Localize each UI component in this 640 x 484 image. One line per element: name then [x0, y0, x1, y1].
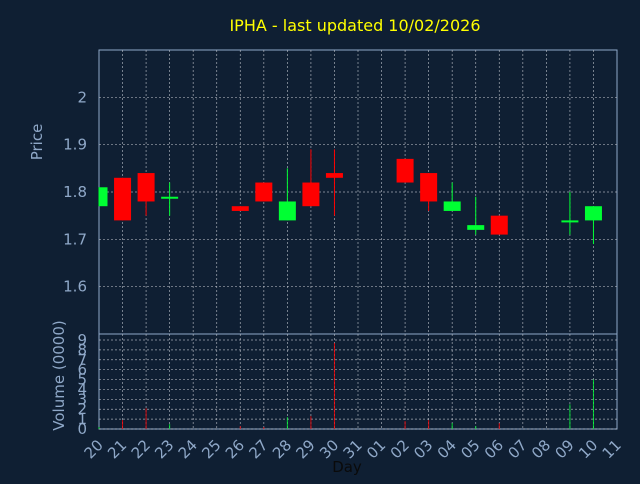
volume-tick-label: 1 [77, 410, 87, 428]
volume-tick-label: 3 [77, 390, 87, 408]
candle-body [255, 182, 273, 202]
candle-body [231, 206, 249, 211]
price-tick-label: 1.7 [63, 230, 87, 248]
candle-body [161, 196, 179, 199]
price-tick-label: 1.8 [63, 183, 87, 201]
x-tick-label: 27 [245, 436, 271, 462]
candle-body [396, 158, 414, 183]
candle-body [278, 201, 296, 221]
x-tick-label: 21 [104, 436, 130, 462]
price-tick-label: 2 [77, 88, 87, 106]
price-panel: 1.6 1.7 1.8 1.9 2 Price [28, 49, 618, 335]
candle-body [443, 201, 461, 211]
x-tick-label: 08 [528, 436, 554, 462]
x-tick-label: 09 [552, 436, 578, 462]
price-tick-label: 1.6 [63, 278, 87, 296]
volume-axis-label: Volume (0000) [50, 320, 68, 430]
x-tick-label: 11 [599, 436, 625, 462]
x-tick-label: 22 [128, 436, 154, 462]
candle-body [561, 220, 579, 223]
x-tick-label: 02 [387, 436, 413, 462]
volume-tick-label: 8 [77, 341, 87, 359]
volume-tick-label: 7 [77, 351, 87, 369]
candle-body [325, 173, 343, 178]
volume-tick-label: 6 [77, 361, 87, 379]
volume-tick-label: 0 [77, 420, 87, 438]
x-tick-label: 03 [410, 436, 436, 462]
candle-body [114, 177, 132, 221]
x-tick-label: 01 [363, 436, 389, 462]
x-tick-label: 23 [151, 436, 177, 462]
x-tick-label: 25 [198, 436, 224, 462]
x-tick-label: 05 [457, 436, 483, 462]
x-tick-label: 24 [175, 436, 201, 462]
x-tick-label: 26 [222, 436, 248, 462]
price-tick-label: 1.9 [63, 136, 87, 154]
volume-tick-label: 4 [77, 380, 87, 398]
x-tick-label: 29 [293, 436, 319, 462]
x-tick-label: 20 [81, 436, 107, 462]
volume-tick-label: 5 [77, 371, 87, 389]
candle-body [99, 187, 108, 207]
x-axis-label: Day [332, 458, 362, 476]
volume-tick-label: 2 [77, 400, 87, 418]
candle-body [490, 215, 508, 235]
candle-body [302, 182, 320, 207]
candle-body [137, 173, 155, 202]
candle-body [467, 225, 485, 230]
price-axis-label: Price [28, 124, 46, 161]
x-tick-label: 07 [504, 436, 530, 462]
chart-title: IPHA - last updated 10/02/2026 [229, 16, 480, 35]
candle-body [420, 173, 438, 202]
x-tick-label: 06 [481, 436, 507, 462]
x-tick-label: 04 [434, 436, 460, 462]
volume-tick-label: 9 [77, 331, 87, 349]
x-tick-label: 10 [575, 436, 601, 462]
candle-body [584, 206, 602, 221]
x-tick-label: 28 [269, 436, 295, 462]
